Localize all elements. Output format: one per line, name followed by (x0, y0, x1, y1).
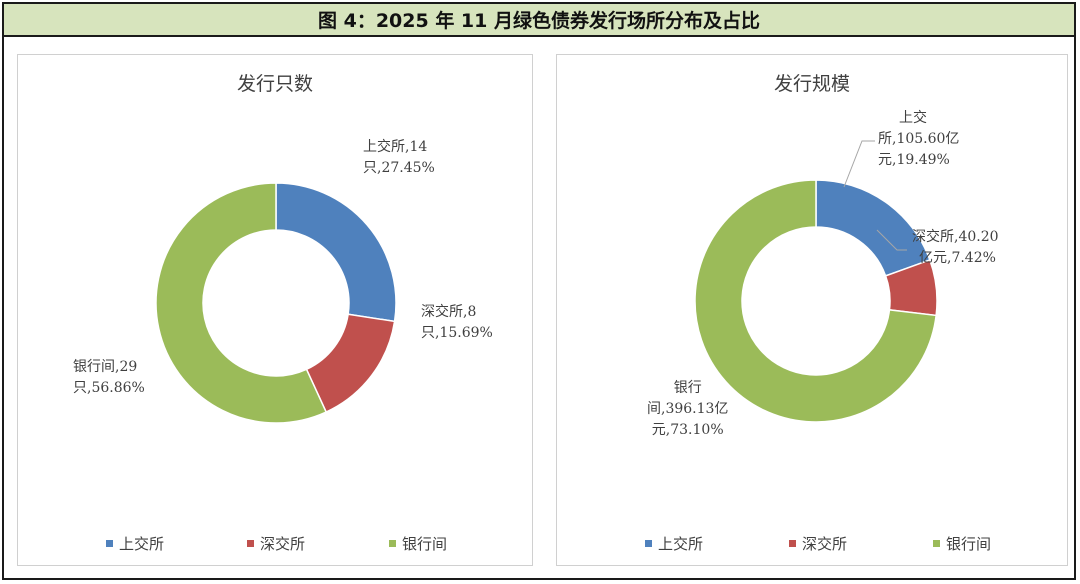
chart-legend: 上交所 深交所 银行间 (557, 533, 1067, 555)
legend-item-shenzhen: 深交所 (789, 533, 847, 554)
legend-swatch-icon (389, 540, 396, 547)
chart-title: 发行规模 (773, 73, 850, 95)
data-label-shanghai: 上交 所,105.60亿 元,19.49% (878, 110, 960, 168)
leader-line-shenzhen (876, 229, 907, 251)
data-label-interbank: 银行 间,396.13亿 元,73.10% (647, 380, 729, 438)
legend-item-shanghai: 上交所 (645, 533, 703, 554)
chart-legend: 上交所 深交所 银行间 (18, 533, 532, 555)
legend-swatch-icon (645, 540, 652, 547)
donut-slice-interbank (694, 179, 937, 423)
legend-item-shenzhen: 深交所 (247, 533, 305, 554)
donut-slice-shanghai (275, 182, 397, 323)
donut-slice-interbank (155, 182, 328, 424)
chart-title: 发行只数 (236, 73, 313, 95)
leader-line-shanghai (843, 140, 875, 188)
data-label-interbank: 银行间,29 只,56.86% (73, 359, 145, 396)
legend-item-interbank: 银行间 (933, 533, 991, 554)
data-label-shenzhen: 深交所,40.20 亿元,7.42% (912, 229, 999, 266)
figure-title: 图 4：2025 年 11 月绿色债券发行场所分布及占比 (4, 4, 1074, 37)
legend-item-shanghai: 上交所 (106, 533, 164, 554)
legend-swatch-icon (933, 540, 940, 547)
legend-swatch-icon (789, 540, 796, 547)
legend-swatch-icon (106, 540, 113, 547)
chart-panel-count: 发行只数 上交所,14 只,27.45% 深交所,8 只,15.69% 银行间,… (17, 54, 533, 566)
chart-panel-volume: 发行规模 上交 所,105.60亿 元,19.49% 深交所,40.20 亿元,… (556, 54, 1068, 566)
legend-swatch-icon (247, 540, 254, 547)
donut-chart-volume (694, 140, 938, 423)
legend-item-interbank: 银行间 (389, 533, 447, 554)
data-label-shanghai: 上交所,14 只,27.45% (363, 139, 435, 176)
data-label-shenzhen: 深交所,8 只,15.69% (421, 304, 493, 341)
donut-chart-count (155, 182, 397, 424)
